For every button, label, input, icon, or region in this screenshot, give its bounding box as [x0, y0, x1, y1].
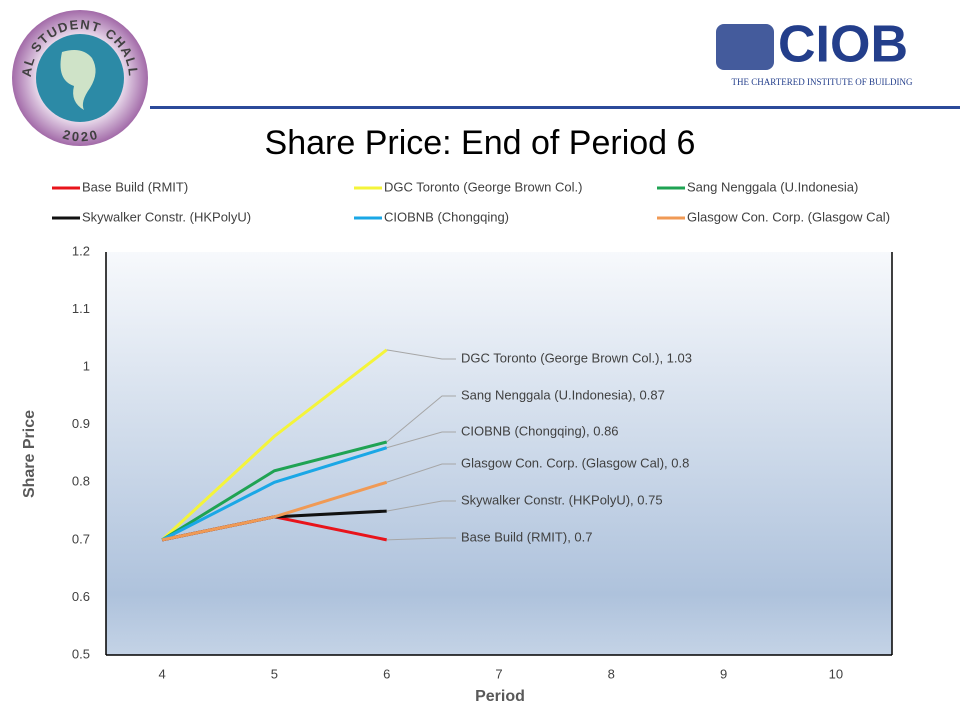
y-tick-label: 0.7: [72, 531, 90, 546]
series-line: [161, 480, 388, 542]
header-rule: [150, 106, 960, 109]
series-line: [161, 348, 388, 541]
legend-label: DGC Toronto (George Brown Col.): [384, 179, 582, 194]
badge-year-path: 2020: [61, 127, 99, 145]
brand-subtitle: THE CHARTERED INSTITUTE OF BUILDING: [732, 77, 913, 87]
x-tick-label: 7: [495, 666, 502, 681]
plot-area: [106, 252, 892, 655]
leader-line: [386, 431, 456, 449]
data-label: DGC Toronto (George Brown Col.), 1.03: [461, 350, 692, 365]
y-tick-label: 0.6: [72, 589, 90, 604]
series-line: [161, 440, 388, 542]
legend-label: Skywalker Constr. (HKPolyU): [82, 209, 251, 224]
leader-line: [386, 500, 456, 512]
y-axis-title: Share Price: [21, 410, 38, 498]
leader-line: [386, 537, 456, 541]
legend-label: Base Build (RMIT): [82, 179, 188, 194]
x-tick-label: 4: [159, 666, 166, 681]
x-tick-label: 8: [608, 666, 615, 681]
x-tick-label: 6: [383, 666, 390, 681]
badge-year: 2020: [61, 127, 101, 145]
x-tick-label: 10: [829, 666, 843, 681]
legend-label: Glasgow Con. Corp. (Glasgow Cal): [687, 209, 890, 224]
data-label: CIOBNB (Chongqing), 0.86: [461, 423, 619, 438]
x-tick-label: 9: [720, 666, 727, 681]
y-tick-label: 1.2: [72, 243, 90, 258]
brand-crest: [716, 24, 774, 70]
legend-label: CIOBNB (Chongqing): [384, 209, 509, 224]
y-tick-label: 0.5: [72, 646, 90, 661]
data-label: Skywalker Constr. (HKPolyU), 0.75: [461, 492, 663, 507]
leader-line: [386, 463, 456, 483]
y-tick-label: 0.9: [72, 416, 90, 431]
leader-line: [386, 395, 456, 443]
x-tick-label: 5: [271, 666, 278, 681]
series-line: [161, 446, 388, 542]
brand-name: CIOB: [778, 16, 908, 74]
legend-label: Sang Nenggala (U.Indonesia): [687, 179, 858, 194]
globe-land: [60, 50, 96, 110]
data-label: Base Build (RMIT), 0.7: [461, 529, 593, 544]
y-tick-label: 0.8: [72, 474, 90, 489]
chart-title: Share Price: End of Period 6: [265, 124, 696, 162]
data-label: Sang Nenggala (U.Indonesia), 0.87: [461, 387, 665, 402]
y-tick-label: 1: [83, 359, 90, 374]
leader-line: [386, 349, 456, 360]
data-label: Glasgow Con. Corp. (Glasgow Cal), 0.8: [461, 455, 689, 470]
x-axis-title: Period: [475, 688, 525, 705]
y-tick-label: 1.1: [72, 301, 90, 316]
